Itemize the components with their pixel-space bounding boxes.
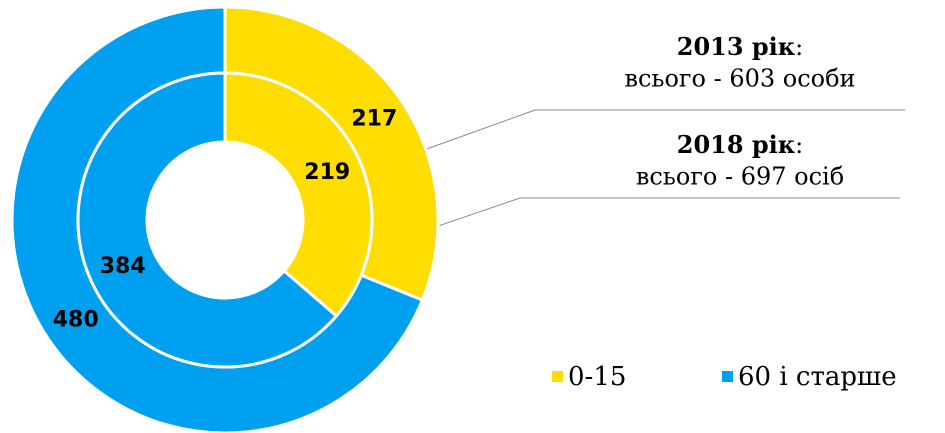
annotation-text: всього - 697 осіб xyxy=(636,163,844,191)
annotation-title: 2018 рік: xyxy=(677,130,803,159)
legend-swatch xyxy=(722,371,733,382)
callout-line xyxy=(409,109,536,156)
annotation-title: 2013 рік: xyxy=(677,32,803,61)
legend-label: 60 і старше xyxy=(738,362,897,392)
annotation-text: всього - 603 особи xyxy=(624,65,855,93)
donut-segment xyxy=(223,71,374,319)
data-label: 217 xyxy=(351,106,397,131)
data-label: 480 xyxy=(53,308,99,333)
donut-segment xyxy=(76,71,339,369)
data-label: 219 xyxy=(304,160,350,185)
legend-swatch xyxy=(552,371,563,382)
data-label: 384 xyxy=(100,254,146,279)
legend-label: 0-15 xyxy=(568,362,626,392)
